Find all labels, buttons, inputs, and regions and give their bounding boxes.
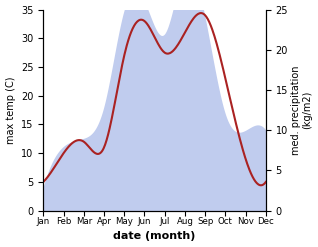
Y-axis label: med. precipitation
(kg/m2): med. precipitation (kg/m2) bbox=[291, 65, 313, 155]
X-axis label: date (month): date (month) bbox=[114, 231, 196, 242]
Y-axis label: max temp (C): max temp (C) bbox=[5, 76, 16, 144]
